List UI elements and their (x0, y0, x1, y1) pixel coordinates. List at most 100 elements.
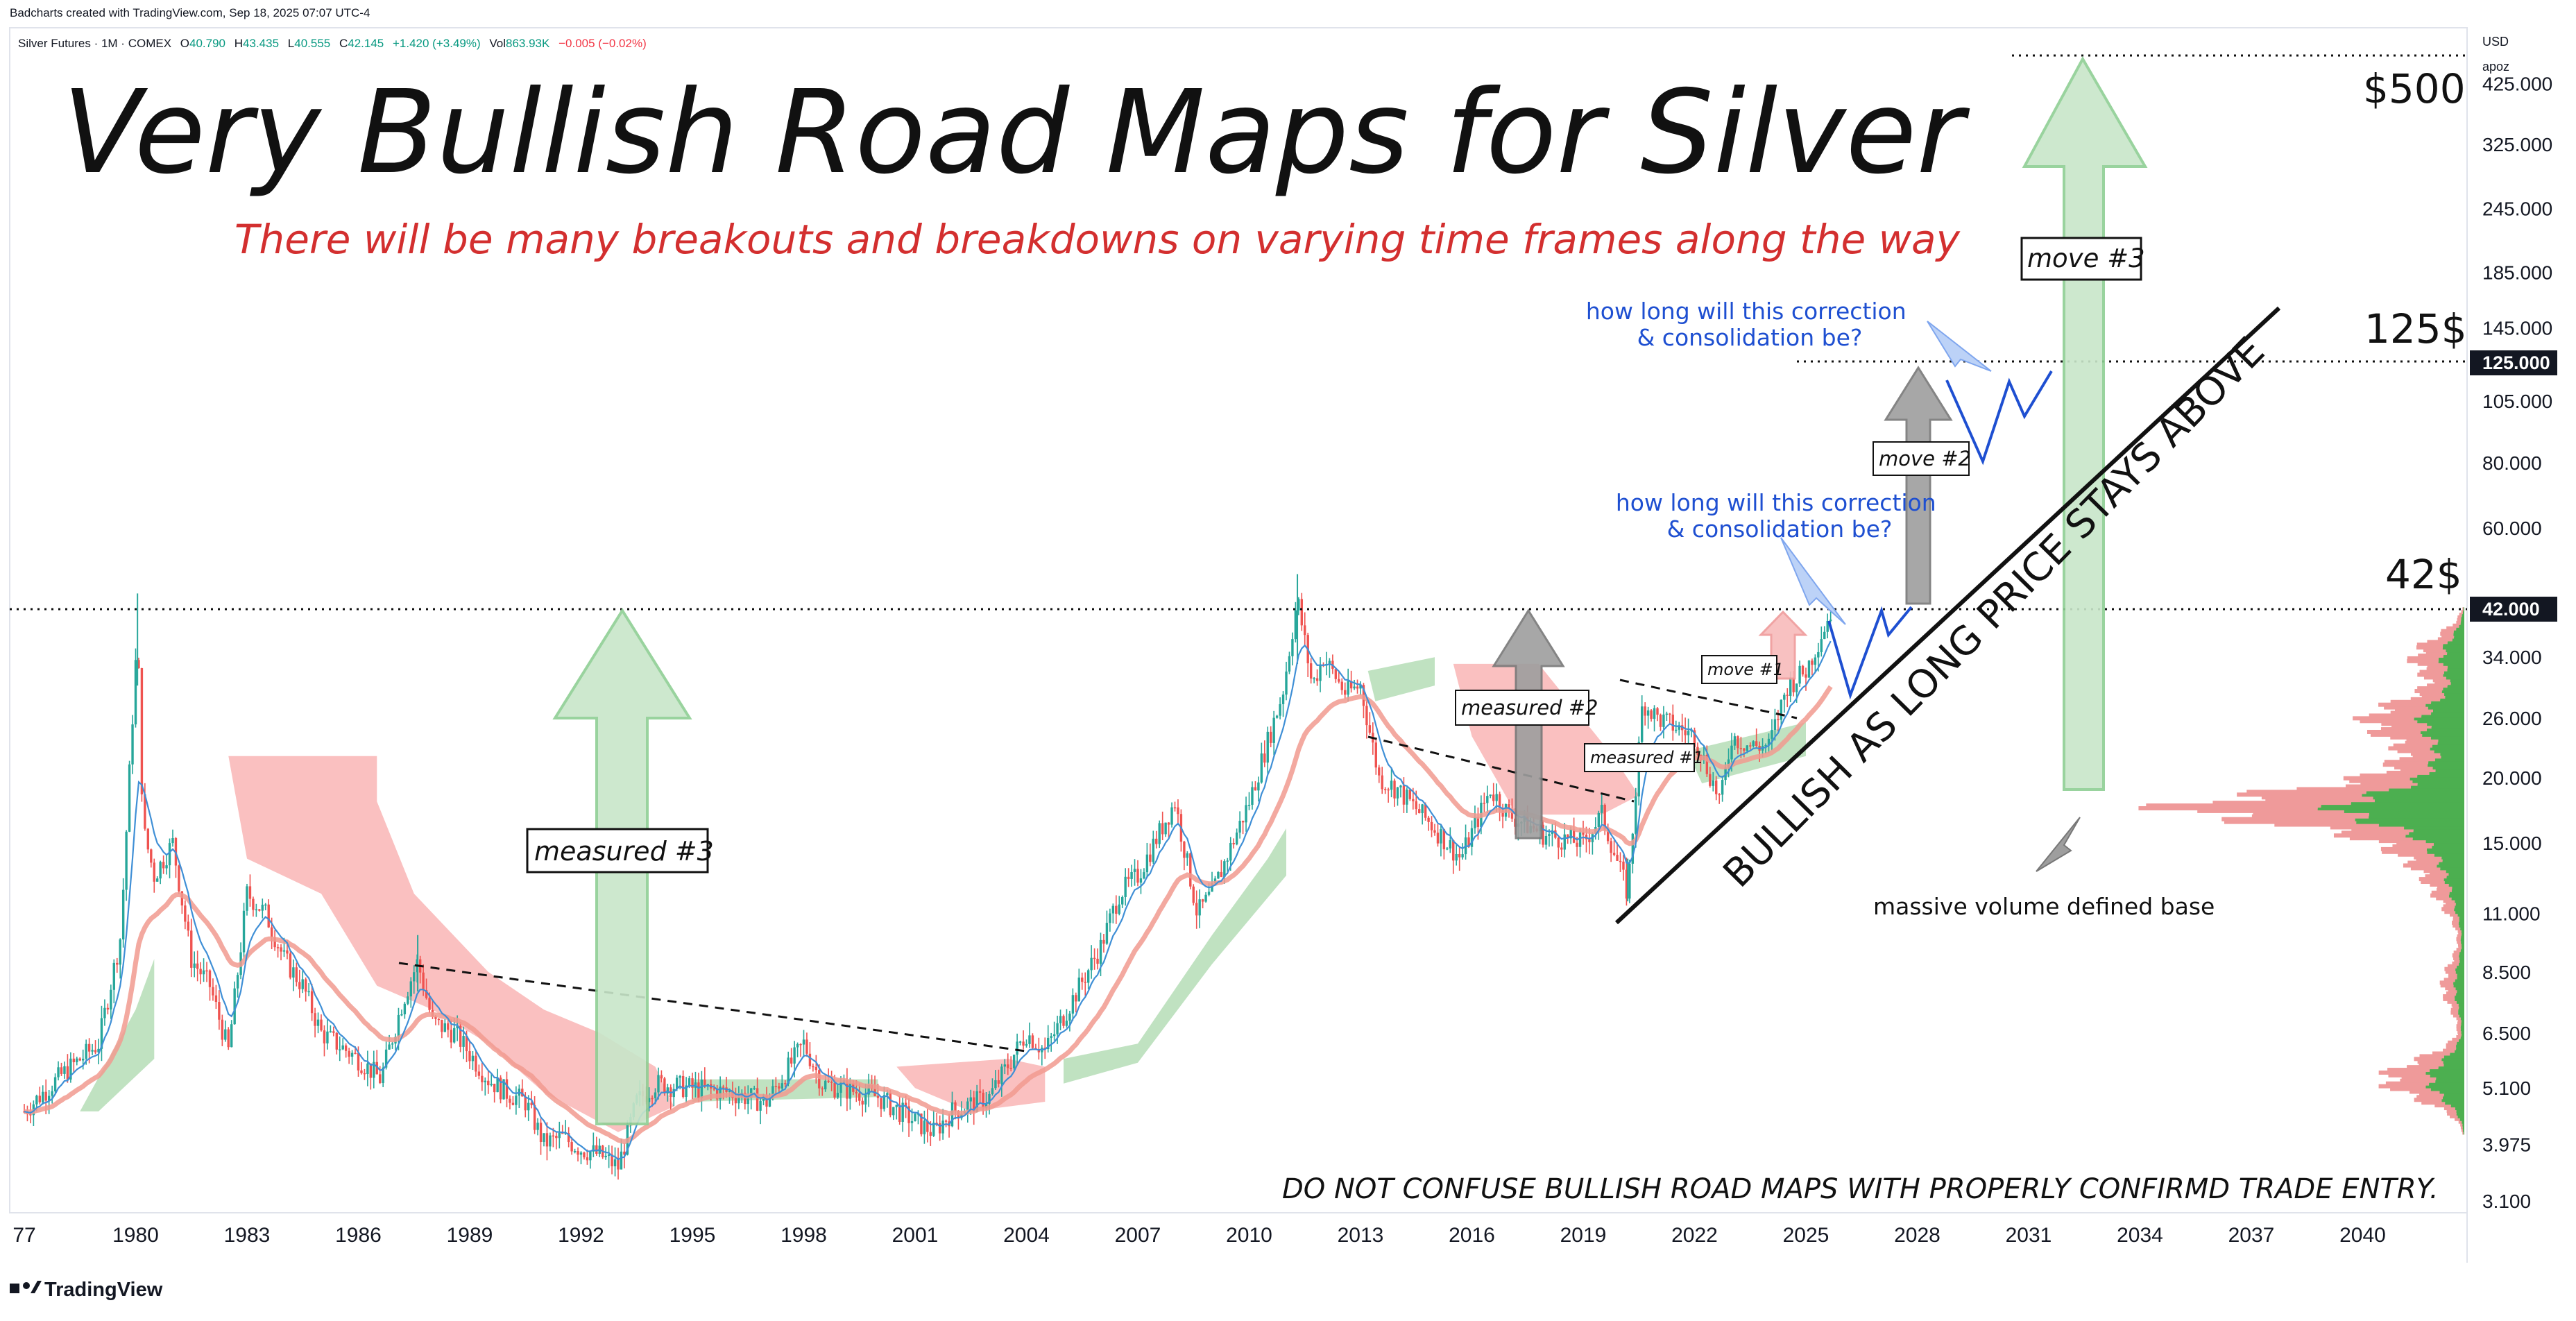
candle-body (573, 1151, 577, 1152)
candle-body (1254, 787, 1257, 791)
candle-body (706, 1084, 709, 1086)
candle-body (168, 843, 171, 866)
candle-body (1486, 796, 1489, 803)
support-trendline (1614, 306, 2281, 925)
candle-body (1025, 1043, 1028, 1046)
volume-bar-buy (2452, 637, 2464, 642)
candle-body (1625, 869, 1628, 899)
candle-body (116, 962, 119, 965)
candle-body (607, 1154, 611, 1156)
candle-body (110, 989, 112, 1009)
candle-body (805, 1039, 808, 1054)
volume-bar-sell (2446, 901, 2456, 906)
volume-bar-buy (2450, 1103, 2464, 1108)
candle-body (1458, 853, 1461, 858)
candle-body (301, 979, 304, 989)
candle-body (1418, 809, 1421, 814)
volume-bar-buy (2417, 781, 2464, 786)
candle-body (515, 1096, 518, 1105)
volume-bar-sell (2453, 951, 2460, 955)
volume-bar-sell (2351, 828, 2414, 833)
candle-body (1136, 869, 1139, 883)
candle-body (354, 1052, 357, 1055)
volume-bar-sell (2417, 1059, 2443, 1064)
candle-body (1183, 842, 1186, 858)
candle-body (1631, 833, 1635, 864)
candle-body (1669, 713, 1671, 715)
candle-body (1016, 1041, 1018, 1055)
volume-bar-sell (2412, 754, 2441, 759)
candle-body (818, 1070, 821, 1089)
volume-bar-sell (2447, 999, 2457, 1004)
candle-body (567, 1133, 570, 1143)
candle-body (1665, 713, 1669, 715)
time-axis[interactable]: 77 1980 1983 1986 1989 1992 1995 1998 2001 2004 20… (12, 1224, 2386, 1247)
candle-body (363, 1073, 366, 1075)
candle-body (1662, 714, 1665, 727)
candle-body (830, 1082, 833, 1083)
volume-bar-buy (2434, 852, 2464, 857)
candle-body (1421, 804, 1424, 814)
candle-body (700, 1079, 703, 1098)
trendline-1987-2004 (398, 962, 1026, 1052)
volume-bar-sell (2400, 767, 2436, 772)
volume-bar-buy (2461, 1032, 2464, 1037)
volume-bar-sell (2417, 672, 2443, 677)
measured-2-box (1455, 690, 1589, 726)
volume-bar-sell (2456, 1027, 2461, 1032)
candle-body (1492, 794, 1495, 801)
candle-body (1130, 871, 1133, 879)
candle-body (1232, 843, 1235, 845)
volume-bar-buy (2421, 713, 2464, 718)
volume-bar-sell (2462, 1130, 2464, 1135)
candle-body (69, 1058, 72, 1080)
candle-body (1347, 681, 1349, 695)
candle-body (1823, 631, 1826, 640)
cloud-patch (1367, 657, 1435, 701)
candle-body (1412, 799, 1415, 801)
candle-body (1628, 863, 1631, 899)
candle-body (1396, 787, 1399, 799)
candle-body (938, 1123, 941, 1134)
tradingview-logo[interactable]: TradingView (10, 1279, 163, 1301)
candle-body (1603, 804, 1606, 830)
candle-body (892, 1107, 895, 1116)
candle-body (1164, 822, 1167, 835)
candle-body (1223, 861, 1226, 878)
candle-body (1424, 804, 1427, 818)
volume-bar-sell (2457, 1019, 2462, 1023)
candle-body (314, 1013, 316, 1026)
volume-bar-buy (2458, 920, 2464, 925)
candle-body (1007, 1064, 1009, 1068)
volume-bar-buy (2457, 1040, 2464, 1045)
volume-bar-buy (2443, 670, 2464, 674)
volume-bar-buy (2447, 664, 2464, 669)
candle-body (1173, 807, 1177, 809)
candle-body (1109, 913, 1111, 923)
candle-body (530, 1102, 533, 1105)
candle-body (57, 1067, 60, 1077)
candle-body (94, 1050, 97, 1052)
volume-bar-buy (2455, 996, 2464, 1001)
candle-body (1801, 665, 1805, 675)
volume-bar-buy (2450, 1051, 2464, 1056)
candle-body (1281, 694, 1285, 704)
volume-bar-buy (2409, 776, 2464, 781)
volume-bar-sell (2386, 770, 2430, 775)
volume-bar-buy (2462, 1119, 2464, 1124)
price-axis[interactable]: 425.000 325.000 245.000 185.000 145.000 105.0… (2482, 73, 2552, 1212)
candle-body (258, 909, 261, 911)
candle-body (756, 1088, 759, 1111)
candle-body (202, 970, 205, 975)
candle-body (1749, 745, 1752, 747)
volume-bar-buy (2429, 1081, 2464, 1086)
price-tick-label: 245.000 (2482, 198, 2552, 220)
candle-body (1724, 767, 1727, 781)
candle-body (679, 1075, 681, 1078)
candle-body (298, 982, 301, 989)
candle-body (329, 1031, 332, 1032)
volume-bar-sell (2432, 1051, 2450, 1056)
candle-body (184, 905, 187, 922)
candle-body (898, 1105, 901, 1122)
